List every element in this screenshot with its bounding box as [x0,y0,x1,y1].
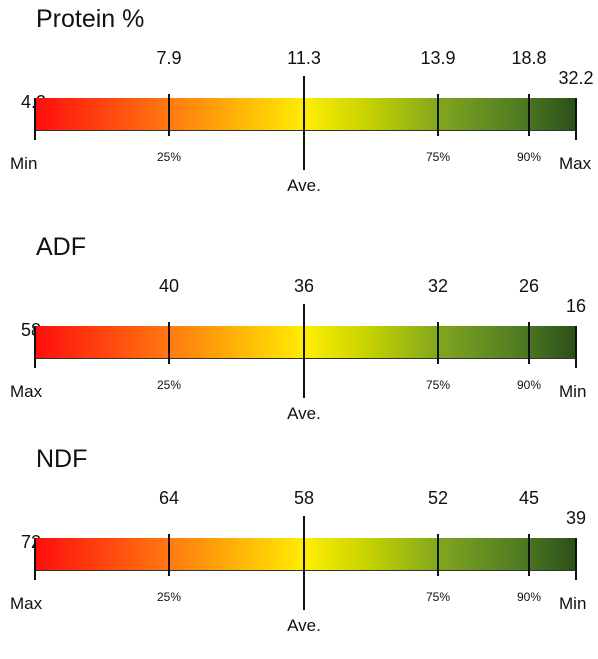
end-label-right: Min [559,594,587,613]
percentile-label-25: 25% [156,590,182,604]
tick-75 [437,322,439,364]
tick-average [303,304,305,398]
gradient-bar [35,538,576,571]
end-label-right: Max [559,154,592,173]
value-label-25: 64 [158,488,180,508]
value-label-average: 36 [293,276,315,296]
percentile-label-90: 90% [516,590,542,604]
value-label-75: 32 [427,276,449,296]
tick-left-end [34,538,36,580]
tick-average [303,76,305,170]
tick-75 [437,94,439,136]
value-label-average: 11.3 [287,48,321,68]
average-label: Ave. [287,404,321,423]
value-label-75: 13.9 [420,48,456,68]
value-label-right-end: 39 [565,508,587,528]
value-label-90: 26 [518,276,540,296]
value-label-90: 45 [518,488,540,508]
tick-right-end [575,538,577,580]
percentile-label-25: 25% [156,378,182,392]
tick-75 [437,534,439,576]
value-label-75: 52 [427,488,449,508]
tick-25 [168,534,170,576]
gradient-bar [35,98,576,131]
end-label-left: Min [10,154,38,173]
scale-section: NDF 72 64 58 52 45 39 Max Min 25% 75% 90% Ave. [0,444,598,659]
value-label-25: 7.9 [156,48,182,68]
tick-25 [168,322,170,364]
scale-title: Protein % [36,5,145,33]
gradient-bar [35,326,576,359]
end-label-left: Max [10,594,43,613]
scale-section: ADF 58 40 36 32 26 16 Max Min 25% 75% 90% Ave. [0,232,598,447]
scale-section: Protein %4.27.911.313.918.832.2MinMax25%… [0,4,598,219]
value-label-right-end: 16 [565,296,587,316]
percentile-label-75: 75% [425,150,451,164]
value-label-right-end: 32.2 [558,68,594,88]
tick-25 [168,94,170,136]
tick-right-end [575,98,577,140]
scale-title: NDF [36,445,88,473]
tick-right-end [575,326,577,368]
tick-left-end [34,98,36,140]
average-label: Ave. [287,616,321,635]
percentile-label-25: 25% [156,150,182,164]
end-label-left: Max [10,382,43,401]
scale-title: ADF [36,233,86,261]
value-label-90: 18.8 [511,48,547,68]
percentile-label-75: 75% [425,378,451,392]
percentile-label-75: 75% [425,590,451,604]
value-label-average: 58 [293,488,315,508]
end-label-right: Min [559,382,587,401]
tick-90 [528,534,530,576]
tick-left-end [34,326,36,368]
tick-90 [528,322,530,364]
tick-90 [528,94,530,136]
percentile-label-90: 90% [516,378,542,392]
value-label-25: 40 [158,276,180,296]
percentile-label-90: 90% [516,150,542,164]
average-label: Ave. [287,176,321,195]
tick-average [303,516,305,610]
